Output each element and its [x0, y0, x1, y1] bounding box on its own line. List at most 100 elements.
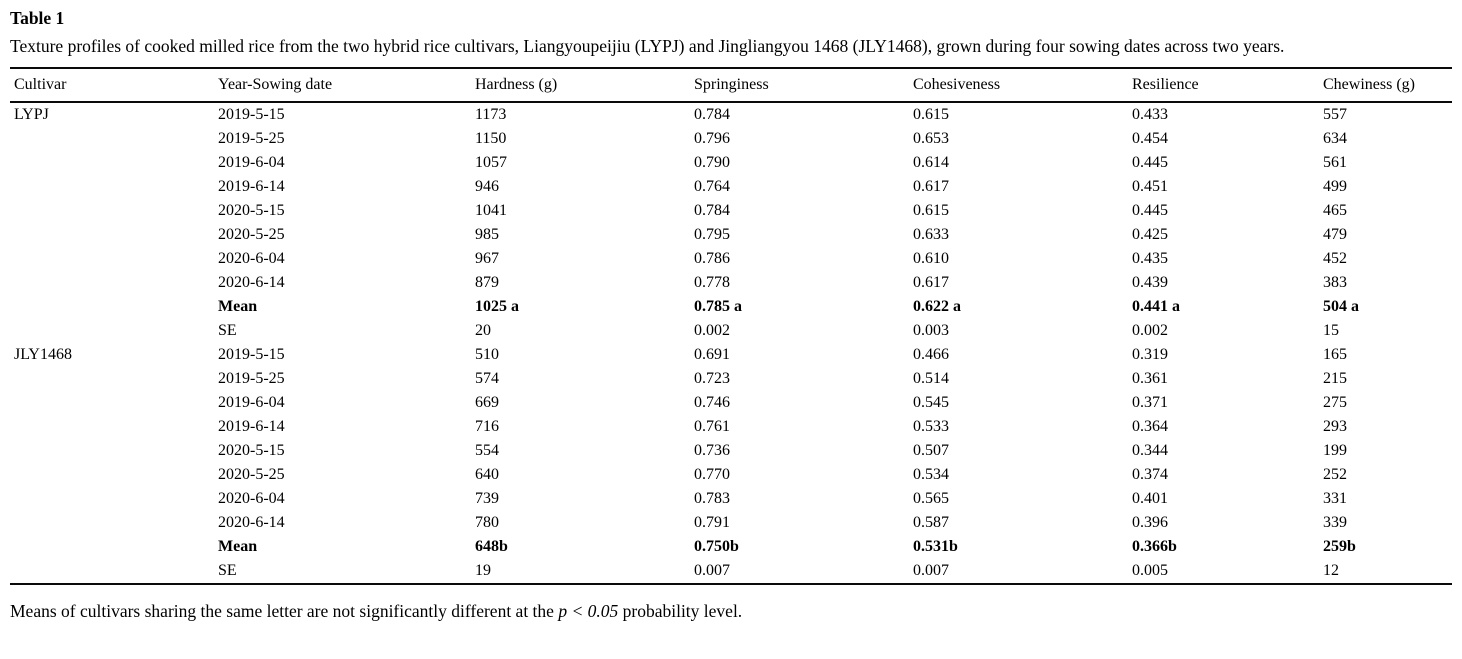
- cell-hardness: 574: [475, 370, 499, 387]
- cell-date: 2019-6-14: [218, 418, 285, 435]
- cell-resilience: 0.319: [1132, 346, 1168, 363]
- cell-cultivar: [10, 391, 214, 415]
- footnote-pvalue: p < 0.05: [558, 601, 619, 621]
- cell-hardness: 879: [475, 274, 499, 291]
- cell-chewiness: 383: [1323, 274, 1347, 291]
- cell-hardness: 640: [475, 466, 499, 483]
- table-row: 2020-5-15 554 0.736 0.507 0.344 199: [10, 439, 1452, 463]
- cell-springiness: 0.784: [694, 202, 730, 219]
- cell-chewiness: 252: [1323, 466, 1347, 483]
- cell-cultivar: [10, 199, 214, 223]
- cell-resilience: 0.344: [1132, 442, 1168, 459]
- cell-cohesiveness: 0.514: [913, 370, 949, 387]
- cell-cohesiveness: 0.622 a: [913, 298, 961, 315]
- table-row: 2019-6-14 716 0.761 0.533 0.364 293: [10, 415, 1452, 439]
- cell-springiness: 0.796: [694, 130, 730, 147]
- cell-resilience: 0.364: [1132, 418, 1168, 435]
- cell-chewiness: 452: [1323, 250, 1347, 267]
- cell-cultivar: [10, 271, 214, 295]
- table-row: 2019-5-25 1150 0.796 0.653 0.454 634: [10, 127, 1452, 151]
- cell-date: SE: [218, 322, 237, 339]
- cell-resilience: 0.005: [1132, 562, 1168, 579]
- cell-cultivar: [10, 487, 214, 511]
- cell-cohesiveness: 0.653: [913, 130, 949, 147]
- cell-cohesiveness: 0.615: [913, 106, 949, 123]
- cell-springiness: 0.790: [694, 154, 730, 171]
- cell-cohesiveness: 0.614: [913, 154, 949, 171]
- cell-chewiness: 12: [1323, 562, 1339, 579]
- cell-date: 2019-5-15: [218, 106, 285, 123]
- cell-springiness: 0.795: [694, 226, 730, 243]
- cell-springiness: 0.785 a: [694, 298, 742, 315]
- cell-resilience: 0.454: [1132, 130, 1168, 147]
- cell-hardness: 967: [475, 250, 499, 267]
- table-row: 2020-5-15 1041 0.784 0.615 0.445 465: [10, 199, 1452, 223]
- cell-resilience: 0.401: [1132, 490, 1168, 507]
- column-header-cultivar: Cultivar: [10, 68, 214, 103]
- cell-cohesiveness: 0.007: [913, 562, 949, 579]
- table-row: Mean 1025 a 0.785 a 0.622 a 0.441 a 504 …: [10, 295, 1452, 319]
- cell-resilience: 0.435: [1132, 250, 1168, 267]
- cell-springiness: 0.783: [694, 490, 730, 507]
- cell-resilience: 0.361: [1132, 370, 1168, 387]
- cell-cultivar: [10, 247, 214, 271]
- cell-hardness: 669: [475, 394, 499, 411]
- footnote-text-end: probability level.: [618, 601, 743, 621]
- table-row: LYPJ 2019-5-15 1173 0.784 0.615 0.433 55…: [10, 102, 1452, 127]
- cell-date: 2019-6-14: [218, 178, 285, 195]
- cell-cohesiveness: 0.466: [913, 346, 949, 363]
- column-header-cohesiveness: Cohesiveness: [909, 68, 1128, 103]
- table-row: 2019-6-04 669 0.746 0.545 0.371 275: [10, 391, 1452, 415]
- cell-chewiness: 165: [1323, 346, 1347, 363]
- cell-chewiness: 557: [1323, 106, 1347, 123]
- cell-date: 2019-6-04: [218, 394, 285, 411]
- cell-springiness: 0.786: [694, 250, 730, 267]
- cell-cultivar: [10, 175, 214, 199]
- cell-cohesiveness: 0.534: [913, 466, 949, 483]
- cell-springiness: 0.691: [694, 346, 730, 363]
- cell-date: 2020-6-04: [218, 250, 285, 267]
- cell-hardness: 554: [475, 442, 499, 459]
- cell-hardness: 648b: [475, 538, 508, 555]
- cell-date: Mean: [218, 298, 258, 315]
- cell-date: Mean: [218, 538, 258, 555]
- cell-cohesiveness: 0.610: [913, 250, 949, 267]
- footnote-text: Means of cultivars sharing the same lett…: [10, 601, 559, 621]
- table-title: Table 1: [10, 8, 65, 28]
- cell-hardness: 1173: [475, 106, 507, 123]
- cell-chewiness: 199: [1323, 442, 1347, 459]
- cell-resilience: 0.441 a: [1132, 298, 1180, 315]
- table-head-block: Table 1 Texture profiles of cooked mille…: [0, 7, 1462, 58]
- cell-resilience: 0.439: [1132, 274, 1168, 291]
- cell-chewiness: 499: [1323, 178, 1347, 195]
- column-header-date: Year-Sowing date: [214, 68, 471, 103]
- table-header: Cultivar Year-Sowing date Hardness (g) S…: [10, 68, 1452, 103]
- column-header-resilience: Resilience: [1128, 68, 1319, 103]
- cell-hardness: 20: [475, 322, 491, 339]
- cell-date: 2019-5-15: [218, 346, 285, 363]
- cell-hardness: 1150: [475, 130, 507, 147]
- cell-hardness: 1025 a: [475, 298, 519, 315]
- column-header-chewiness: Chewiness (g): [1319, 68, 1452, 103]
- table-row: SE 20 0.002 0.003 0.002 15: [10, 319, 1452, 343]
- cell-resilience: 0.445: [1132, 154, 1168, 171]
- table-row: 2020-6-14 879 0.778 0.617 0.439 383: [10, 271, 1452, 295]
- cell-resilience: 0.425: [1132, 226, 1168, 243]
- cell-cultivar: [10, 559, 214, 584]
- cell-date: 2020-5-25: [218, 226, 285, 243]
- cell-cohesiveness: 0.617: [913, 178, 949, 195]
- table-row: 2020-5-25 985 0.795 0.633 0.425 479: [10, 223, 1452, 247]
- cell-chewiness: 504 a: [1323, 298, 1359, 315]
- cell-resilience: 0.002: [1132, 322, 1168, 339]
- cell-resilience: 0.374: [1132, 466, 1168, 483]
- cell-chewiness: 293: [1323, 418, 1347, 435]
- table-row: Mean 648b 0.750b 0.531b 0.366b 259b: [10, 535, 1452, 559]
- cell-hardness: 1057: [475, 154, 507, 171]
- cell-hardness: 780: [475, 514, 499, 531]
- table-body: LYPJ 2019-5-15 1173 0.784 0.615 0.433 55…: [10, 102, 1452, 584]
- cell-hardness: 510: [475, 346, 499, 363]
- column-header-hardness: Hardness (g): [471, 68, 690, 103]
- table-row: 2019-5-25 574 0.723 0.514 0.361 215: [10, 367, 1452, 391]
- cell-springiness: 0.746: [694, 394, 730, 411]
